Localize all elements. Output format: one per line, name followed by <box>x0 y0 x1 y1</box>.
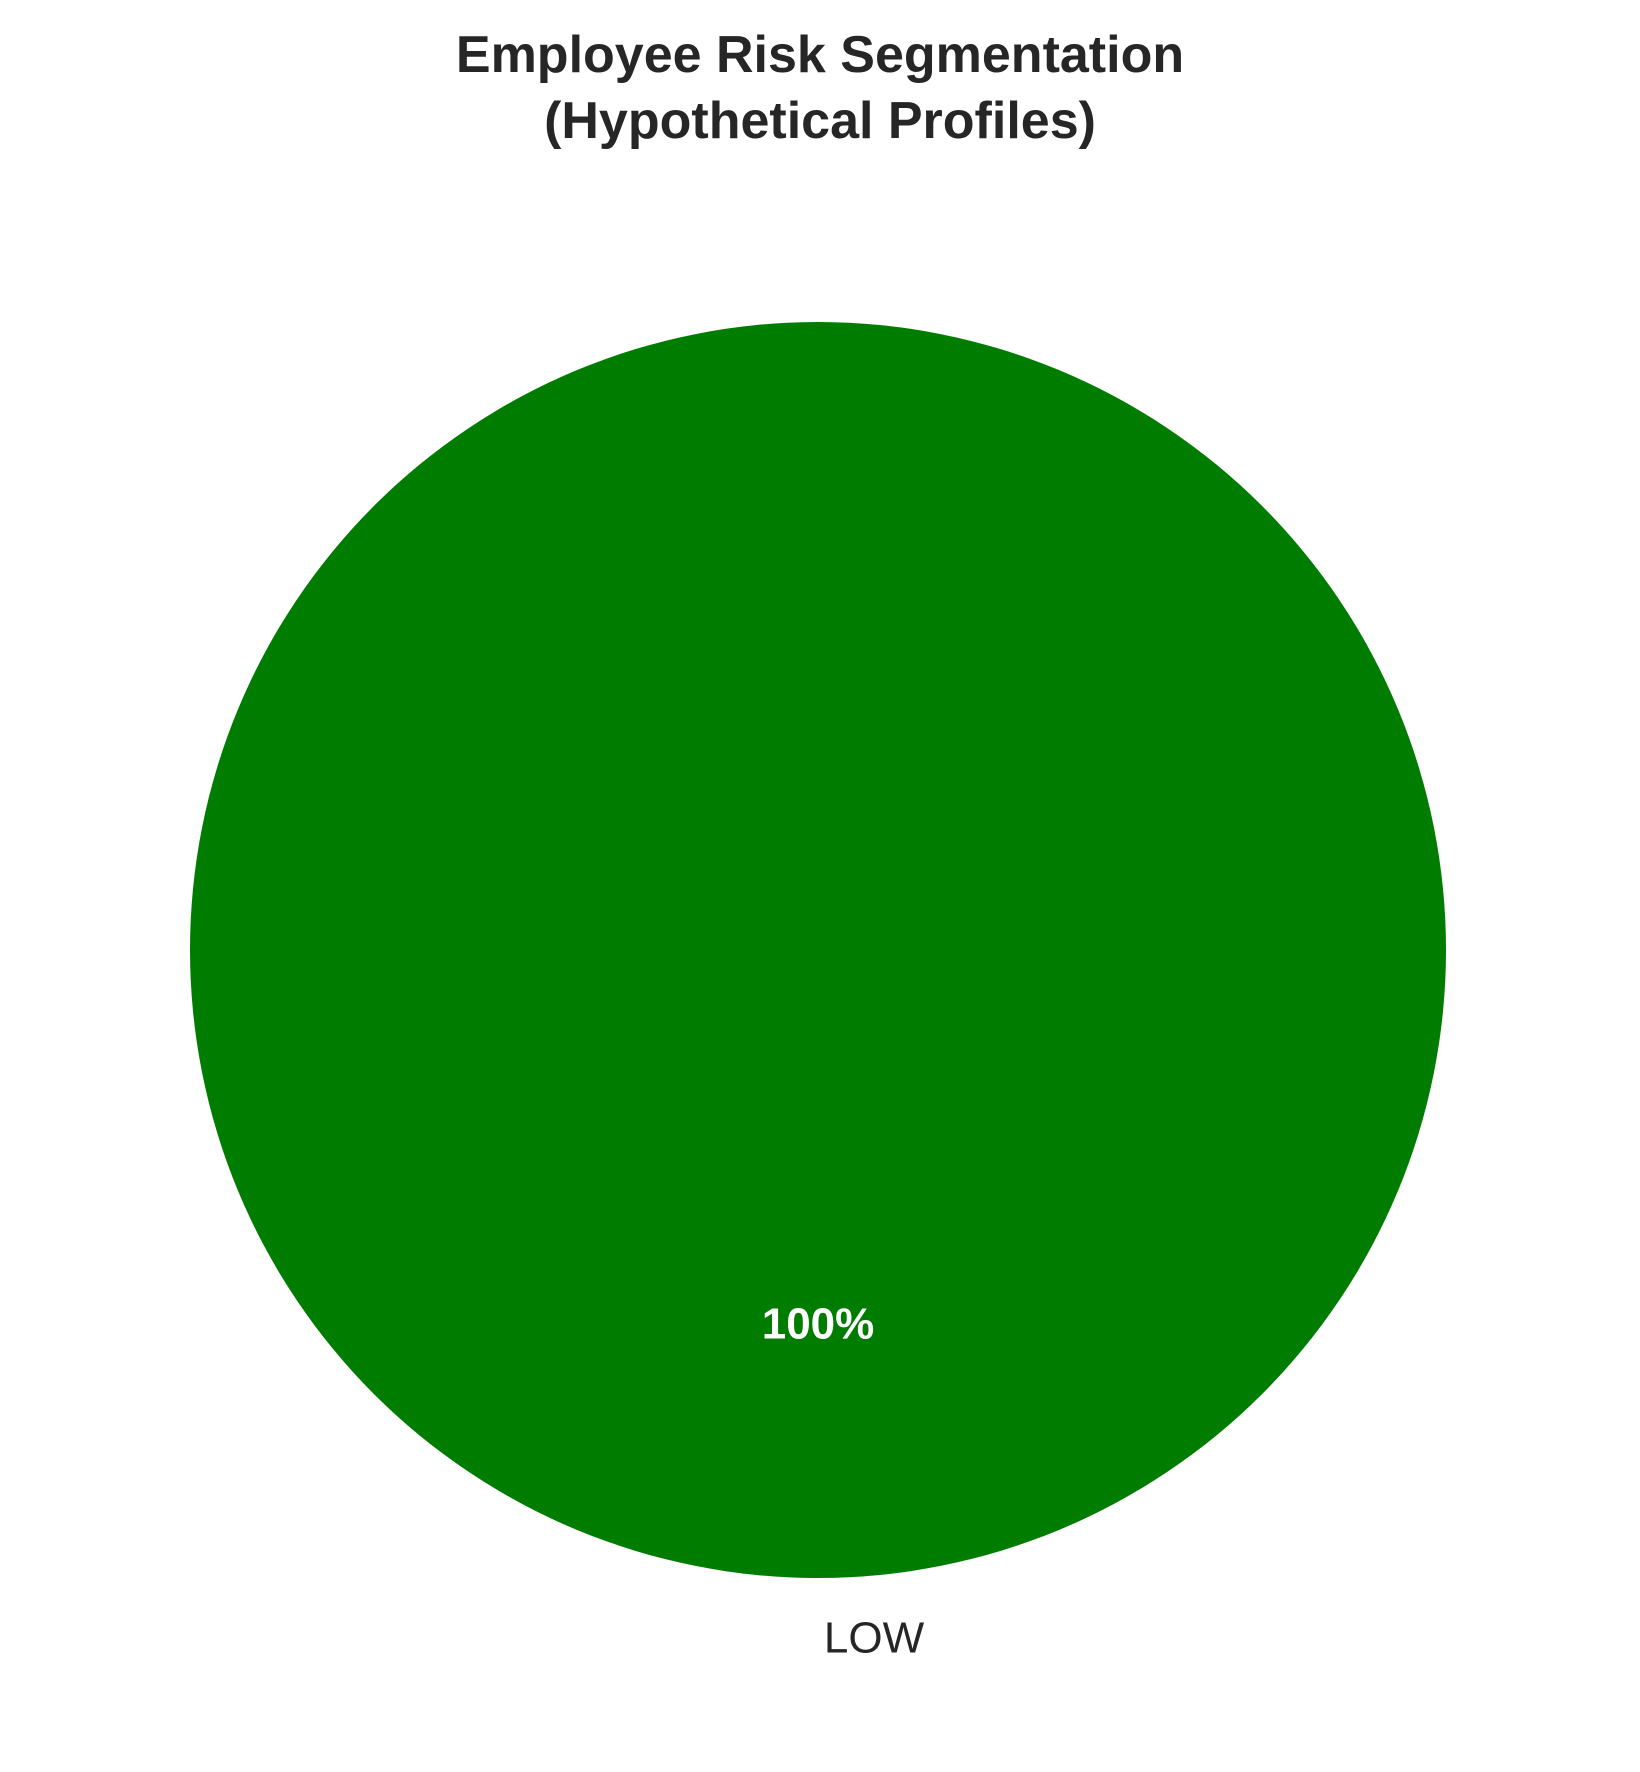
chart-title-line-1: Employee Risk Segmentation <box>456 26 1184 84</box>
chart-title-line-2: (Hypothetical Profiles) <box>544 92 1096 150</box>
pie-slice-low <box>190 322 1446 1578</box>
pie-category-label: LOW <box>824 1613 925 1662</box>
pie-slices <box>190 322 1446 1578</box>
pie-labels: 100% LOW <box>762 1299 925 1662</box>
pie-percent-label: 100% <box>762 1299 875 1348</box>
